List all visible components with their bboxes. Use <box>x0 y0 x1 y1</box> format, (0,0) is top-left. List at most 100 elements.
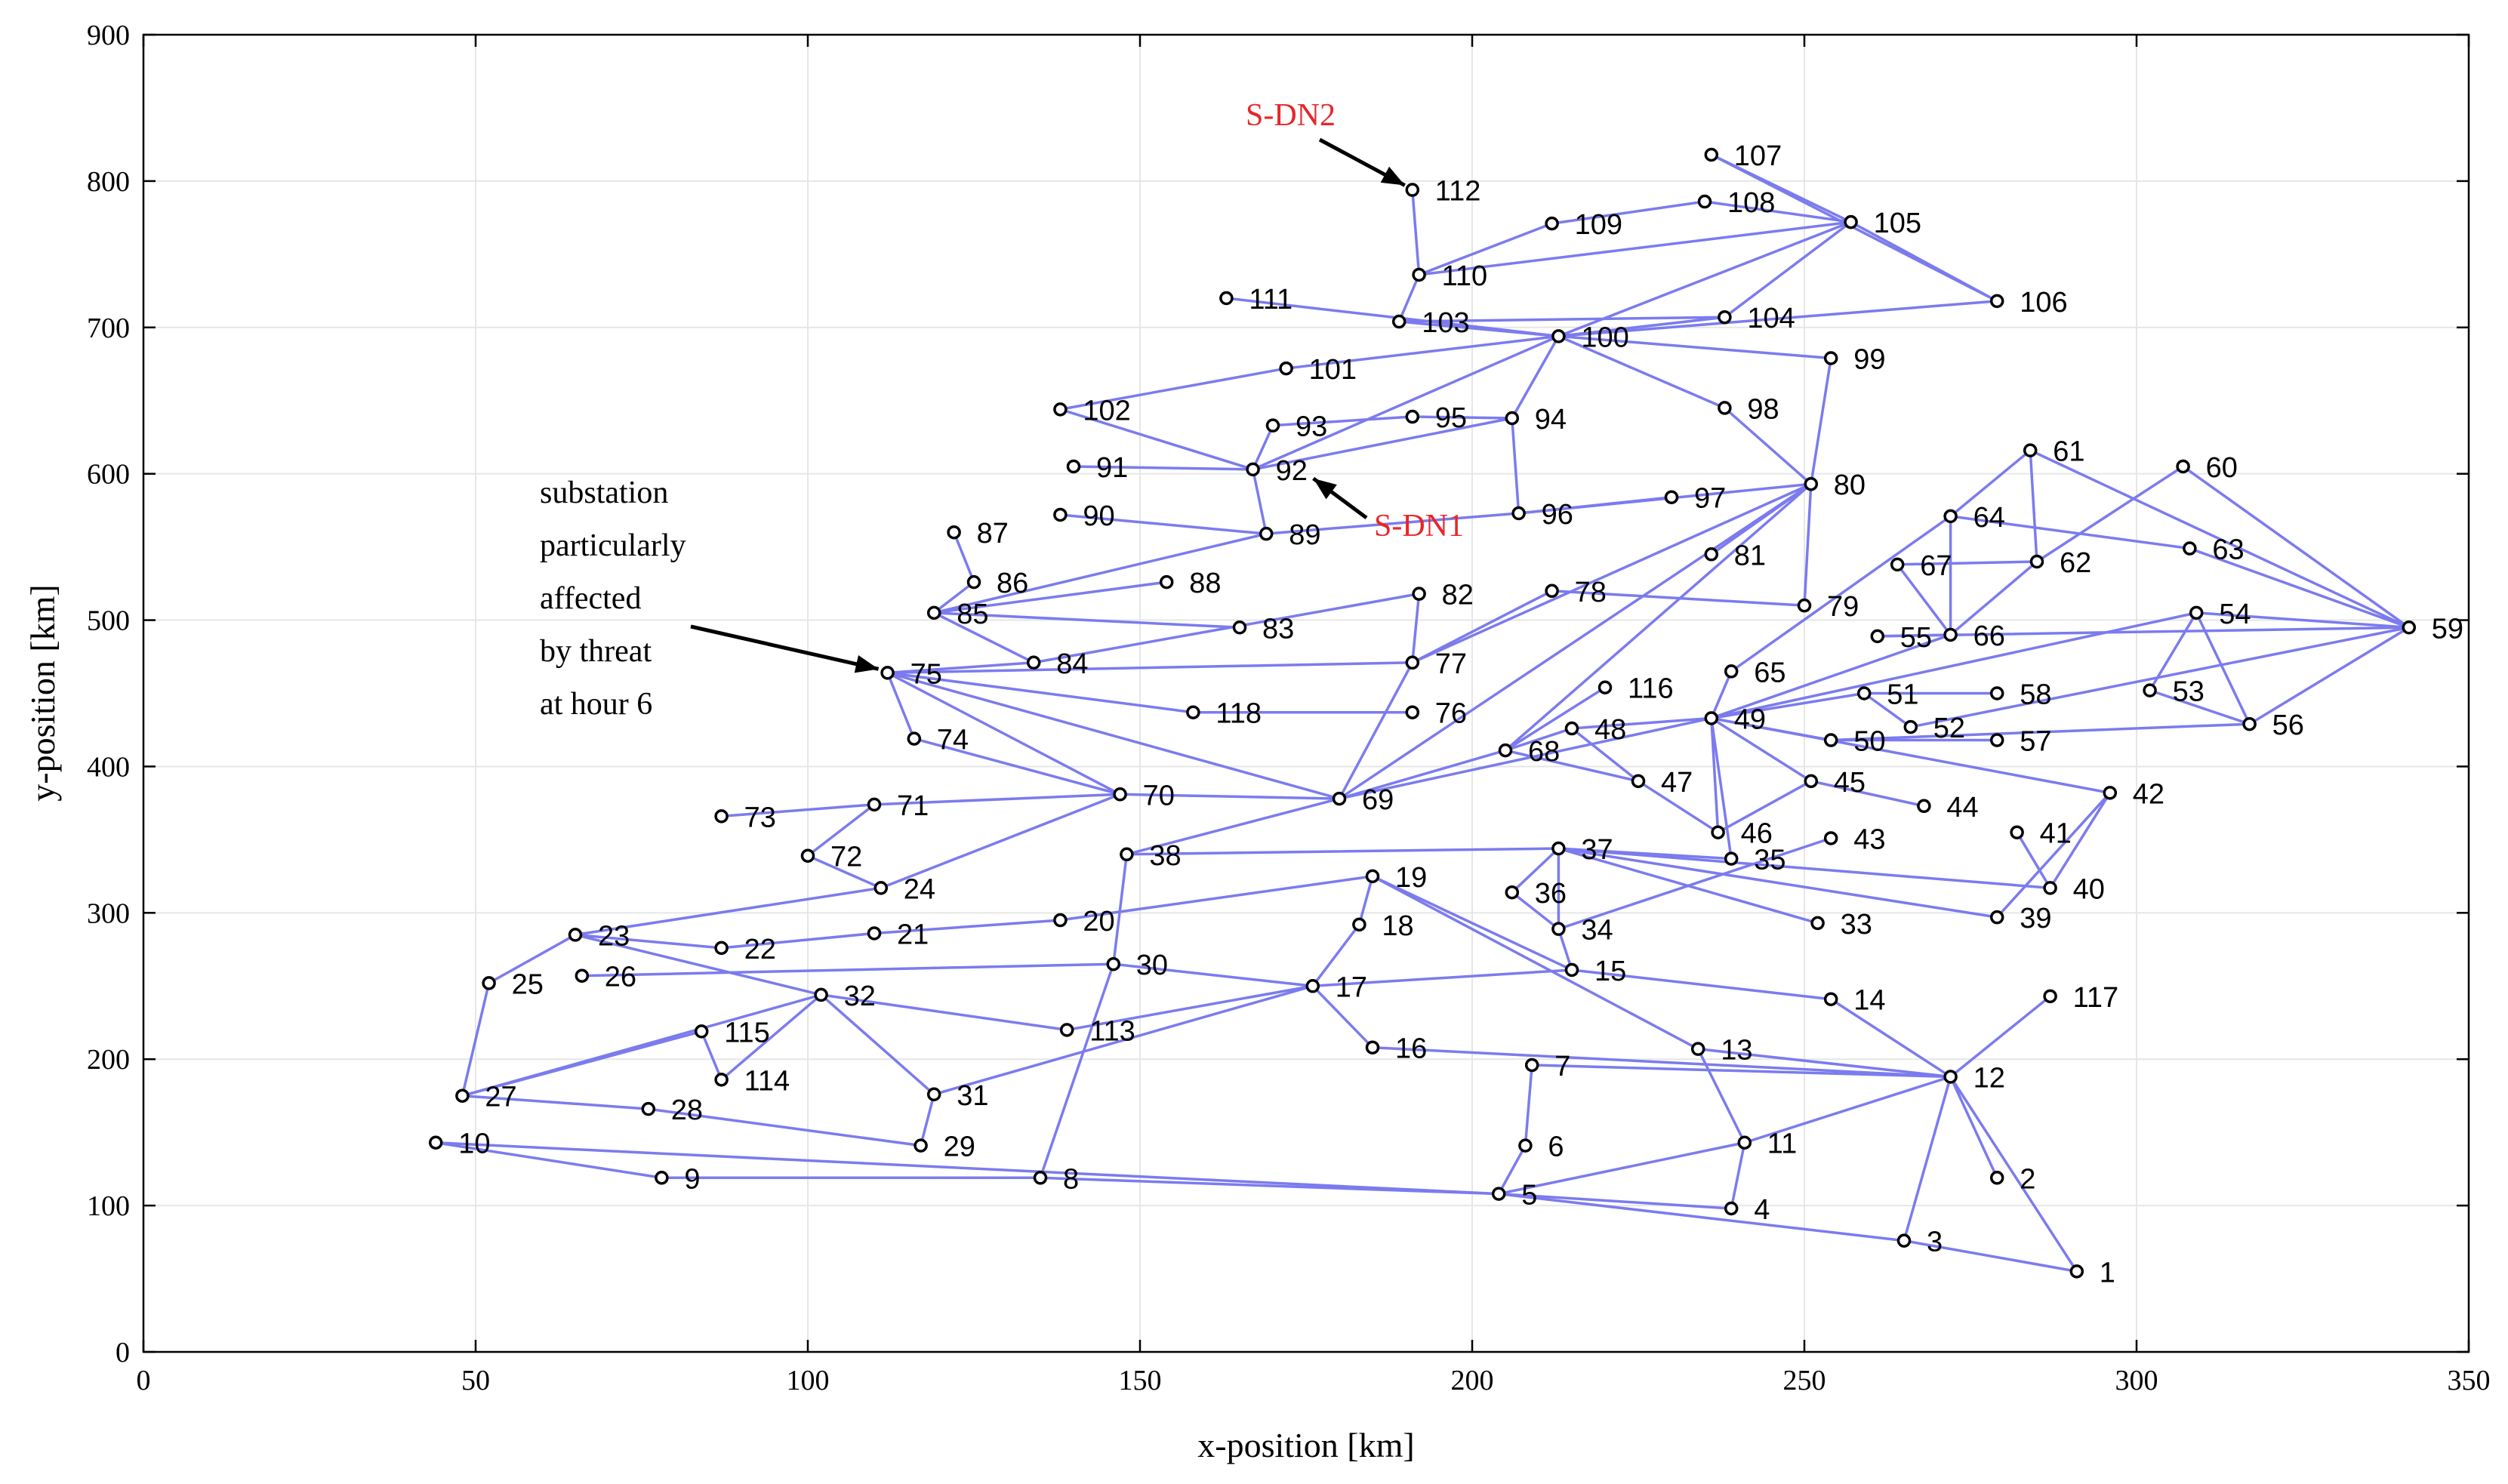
edge-29-31 <box>919 1093 935 1147</box>
node-label-58: 58 <box>2020 679 2051 711</box>
node-label-92: 92 <box>1276 455 1308 487</box>
edge-55-59 <box>1876 626 2411 638</box>
edge-40-41 <box>2015 830 2052 890</box>
node-45 <box>1804 774 1819 789</box>
node-label-81: 81 <box>1734 540 1766 571</box>
edge-16-17 <box>1311 984 1374 1049</box>
node-114 <box>714 1073 729 1087</box>
node-label-88: 88 <box>1189 568 1221 599</box>
node-label-108: 108 <box>1727 187 1775 219</box>
node-label-9: 9 <box>684 1163 700 1195</box>
y-tick-label: 700 <box>87 313 130 344</box>
node-label-10: 10 <box>458 1128 490 1160</box>
node-label-73: 73 <box>744 802 776 833</box>
node-29 <box>914 1138 928 1153</box>
edge-21-22 <box>719 931 876 950</box>
x-tick-label: 0 <box>137 1365 151 1396</box>
edge-74-75 <box>886 671 916 740</box>
node-60 <box>2176 459 2190 474</box>
edge-59-60 <box>2181 465 2411 629</box>
edge-59-61 <box>2029 448 2411 629</box>
edge-62-67 <box>1896 560 2038 566</box>
edge-30-38 <box>1112 853 1129 965</box>
node-83 <box>1232 620 1247 635</box>
node-label-35: 35 <box>1754 845 1785 876</box>
node-label-70: 70 <box>1143 780 1175 811</box>
edge-14-15 <box>1570 968 1832 1001</box>
node-label-118: 118 <box>1215 698 1262 730</box>
edge-15-17 <box>1311 968 1573 988</box>
edge-108-109 <box>1550 200 1706 225</box>
node-label-104: 104 <box>1747 303 1795 334</box>
node-label-102: 102 <box>1083 395 1130 426</box>
node-2 <box>1989 1171 2004 1185</box>
node-106 <box>1989 294 2004 309</box>
node-label-54: 54 <box>2219 599 2251 630</box>
node-52 <box>1903 719 1918 734</box>
node-63 <box>2183 541 2197 556</box>
edge-45-46 <box>1716 780 1813 834</box>
node-label-110: 110 <box>1442 260 1488 292</box>
node-label-65: 65 <box>1754 657 1785 688</box>
node-47 <box>1631 774 1646 789</box>
x-tick-label: 100 <box>787 1365 830 1396</box>
node-79 <box>1797 598 1812 613</box>
node-label-30: 30 <box>1136 950 1168 981</box>
node-label-86: 86 <box>997 568 1028 599</box>
node-label-40: 40 <box>2073 873 2105 905</box>
edge-93-95 <box>1271 415 1414 427</box>
edge-75-118 <box>886 671 1195 714</box>
edge-96-97 <box>1517 495 1673 515</box>
node-label-13: 13 <box>1721 1035 1752 1067</box>
edge-38-69 <box>1125 797 1341 856</box>
node-label-47: 47 <box>1661 767 1693 799</box>
edge-71-73 <box>719 803 876 818</box>
edge-83-85 <box>932 611 1241 629</box>
node-102 <box>1053 402 1068 417</box>
edge-5-11 <box>1497 1141 1746 1196</box>
node-40 <box>2043 881 2057 895</box>
node-64 <box>1943 509 1958 524</box>
edge-114-115 <box>700 1030 723 1082</box>
node-23 <box>568 928 583 942</box>
edge-6-7 <box>1524 1064 1533 1147</box>
edge-59-63 <box>2188 546 2411 629</box>
node-39 <box>1989 910 2004 925</box>
edge-28-29 <box>647 1107 923 1147</box>
node-label-112: 112 <box>1435 176 1481 208</box>
node-101 <box>1279 361 1293 376</box>
node-label-33: 33 <box>1841 909 1872 941</box>
edge-9-10 <box>434 1141 664 1180</box>
edge-70-75 <box>886 671 1122 796</box>
edge-45-49 <box>1710 716 1813 783</box>
edge-64-65 <box>1730 515 1952 673</box>
note-line-0: substation <box>540 476 668 510</box>
edge-111-100 <box>1225 297 1561 338</box>
edge-79-80 <box>1803 482 1813 607</box>
node-38 <box>1120 847 1134 862</box>
edge-48-49 <box>1570 716 1713 730</box>
node-11 <box>1737 1135 1752 1150</box>
edge-17-31 <box>932 984 1314 1096</box>
node-98 <box>1718 401 1732 415</box>
node-109 <box>1545 216 1559 231</box>
node-46 <box>1711 825 1725 839</box>
edge-48-68 <box>1504 727 1573 752</box>
edge-89-90 <box>1058 513 1268 535</box>
node-label-85: 85 <box>957 599 988 630</box>
node-label-93: 93 <box>1296 411 1327 443</box>
node-label-14: 14 <box>1853 985 1885 1017</box>
edge-49-54 <box>1710 611 2198 720</box>
edge-3-5 <box>1497 1192 1906 1242</box>
edge-49-51 <box>1710 691 1866 720</box>
edge-75-77 <box>886 661 1414 675</box>
edge-36-37 <box>1511 847 1561 894</box>
edge-94-96 <box>1511 417 1521 515</box>
node-44 <box>1917 799 1931 814</box>
node-86 <box>966 574 981 590</box>
edge-27-115 <box>461 1030 703 1098</box>
node-59 <box>2402 620 2417 635</box>
node-57 <box>1989 733 2004 747</box>
edge-70-74 <box>913 737 1122 796</box>
node-72 <box>800 848 815 863</box>
